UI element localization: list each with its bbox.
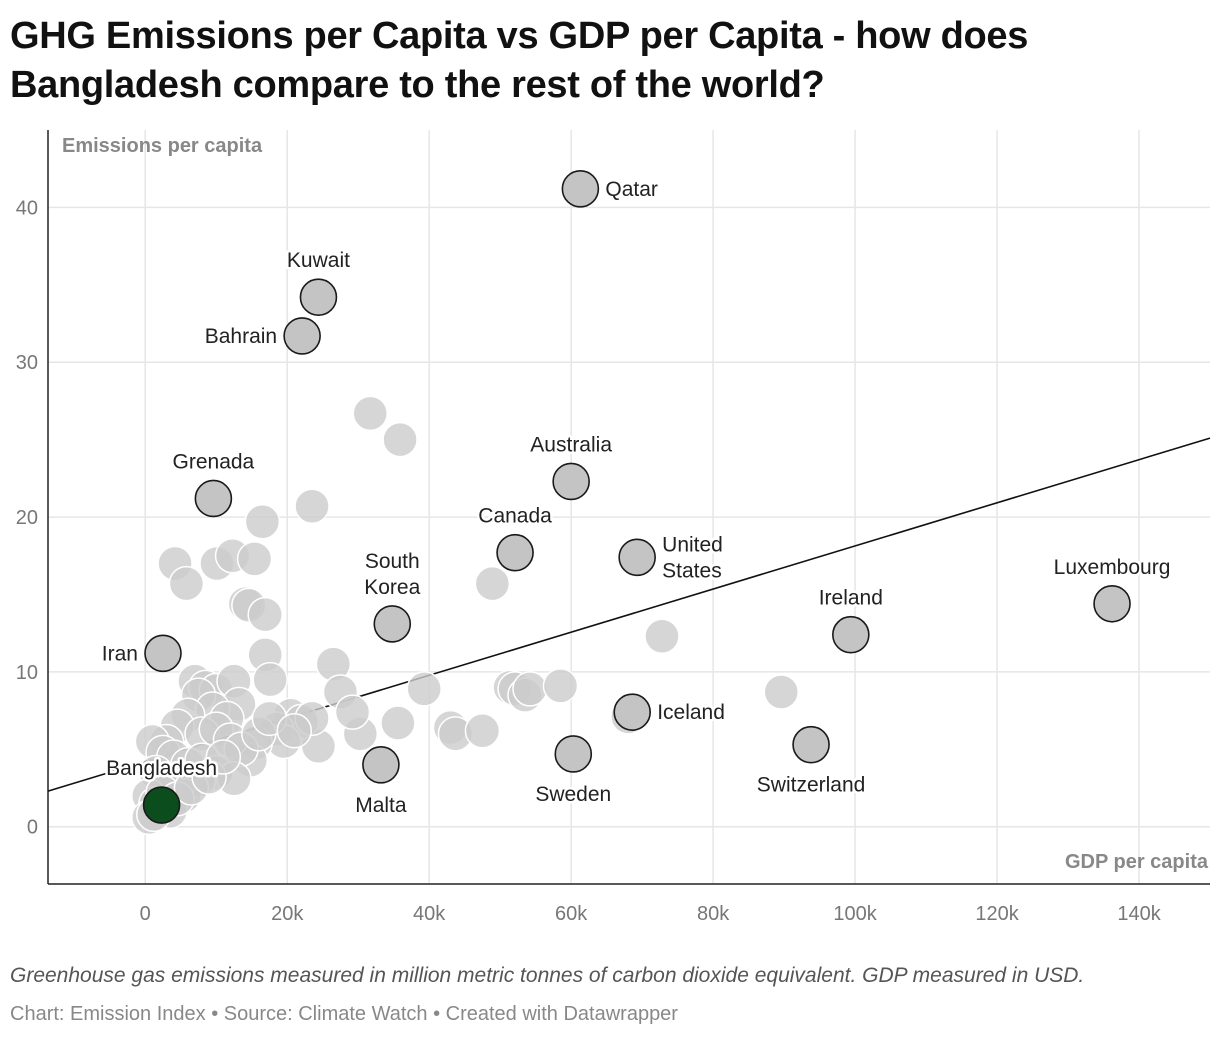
x-tick-label: 80k [697, 903, 730, 925]
point-label-line: Qatar [605, 178, 658, 201]
x-tick-label: 140k [1117, 903, 1161, 925]
x-tick-label: 20k [271, 903, 304, 925]
labeled-point [299, 278, 338, 317]
point-label-line: Iceland [657, 701, 725, 724]
labeled-point [283, 317, 321, 355]
chart-notes: Greenhouse gas emissions measured in mil… [10, 964, 1085, 987]
point-labels: Qatar Kuwait Bahrain Grenada Australia Canada… [99, 175, 1173, 819]
point-label: Kuwait [287, 249, 350, 272]
labeled-point [552, 462, 590, 501]
labeled-point [792, 725, 830, 764]
data-point [236, 541, 273, 577]
data-point [512, 671, 548, 707]
point-label-line: South [365, 550, 420, 573]
point-label-line: Malta [355, 794, 407, 817]
point-label: United States [662, 533, 723, 582]
point-label-line: Bahrain [205, 325, 277, 348]
point-label: South Korea [364, 550, 420, 599]
y-tick-label: 0 [27, 817, 38, 839]
chart-title: GHG Emissions per Capita vs GDP per Capi… [10, 15, 1029, 106]
data-point [276, 712, 313, 749]
point-label-line: Luxembourg [1054, 556, 1171, 579]
labeled-point [362, 745, 400, 784]
axes: 0 20k 40k 60k 80k 100k 120k 140k 0 10 20 30 40 [16, 130, 1210, 925]
point-label-line: Switzerland [757, 774, 866, 797]
data-point [474, 565, 511, 602]
point-label-line: Australia [530, 433, 612, 456]
point-label-line: Iran [102, 642, 138, 665]
labeled-point [561, 170, 600, 208]
data-point [352, 395, 389, 432]
point-label: Ireland [819, 587, 883, 610]
point-label-line: States [662, 559, 722, 582]
point-label: Canada [478, 505, 552, 528]
point-label-line: Canada [478, 505, 552, 528]
labeled-point [618, 538, 656, 577]
point-label: Malta [355, 794, 407, 817]
labeled-point [554, 735, 593, 773]
labeled-point [1093, 584, 1131, 623]
x-tick-label: 100k [833, 903, 877, 925]
point-label-line: Sweden [535, 783, 611, 806]
data-point [244, 503, 281, 540]
x-tick-label: 60k [555, 903, 588, 925]
chart-credit: Chart: Emission Index • Source: Climate … [10, 1003, 678, 1025]
data-point [406, 671, 442, 707]
highlighted-point [142, 786, 181, 824]
point-label: Bahrain [205, 325, 277, 348]
y-axis-title: Emissions per capita [62, 135, 263, 157]
data-point [294, 488, 330, 524]
data-point [247, 596, 283, 633]
labeled-point [144, 634, 182, 673]
data-point [168, 565, 205, 602]
x-tick-label: 120k [975, 903, 1019, 925]
grid [48, 130, 1210, 884]
data-point [334, 694, 371, 730]
data-point [464, 712, 501, 749]
labeled-point [373, 605, 412, 643]
point-label: Iceland [657, 701, 725, 724]
y-tick-label: 20 [16, 507, 38, 529]
y-tick-label: 30 [16, 352, 38, 374]
points [131, 170, 1131, 836]
point-label: Bangladesh [106, 757, 217, 780]
data-point [252, 661, 288, 698]
data-point [380, 705, 416, 741]
point-label-line: Korea [364, 576, 420, 599]
point-label: Qatar [605, 178, 658, 201]
data-point [542, 668, 579, 704]
data-point [382, 421, 418, 458]
point-label-line: Ireland [819, 587, 883, 610]
labeled-point [832, 615, 870, 654]
x-axis-title: GDP per capita [1065, 851, 1209, 873]
labeled-point [496, 533, 534, 572]
x-tick-label: 40k [413, 903, 446, 925]
x-tick-label: 0 [140, 903, 151, 925]
data-point [205, 739, 242, 775]
point-label: Sweden [535, 783, 611, 806]
point-label: Iran [102, 642, 138, 665]
labeled-point [613, 693, 651, 731]
data-point [763, 674, 800, 710]
point-label: Grenada [173, 450, 255, 473]
y-tick-label: 40 [16, 197, 38, 219]
point-label-line: Bangladesh [106, 757, 217, 780]
point-label: Australia [530, 433, 612, 456]
data-point [644, 618, 680, 655]
labeled-point [194, 479, 233, 518]
point-label: Switzerland [757, 774, 866, 797]
y-tick-label: 10 [16, 662, 38, 684]
point-label-line: Grenada [173, 450, 255, 473]
point-label: Luxembourg [1054, 556, 1171, 579]
point-label-line: Kuwait [287, 249, 350, 272]
point-label-line: United [662, 533, 723, 556]
